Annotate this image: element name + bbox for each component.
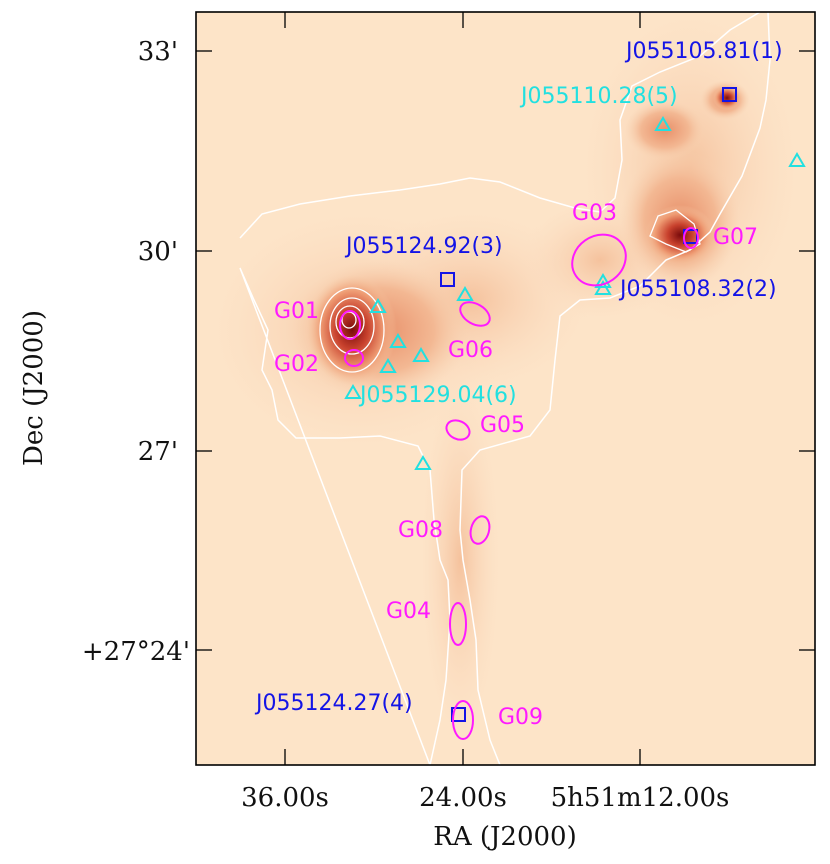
x-tick-12s: 5h51m12.00s — [551, 783, 730, 813]
triangle-marker — [654, 116, 672, 131]
square-marker-j1 — [722, 87, 737, 102]
triangle-marker — [379, 358, 397, 373]
ellipse-g02 — [344, 349, 364, 367]
ellipse-g07 — [683, 227, 699, 249]
triangle-marker — [344, 384, 362, 399]
label-g07: G07 — [713, 225, 758, 250]
ellipse-g04 — [449, 602, 467, 646]
blue-labels: J055105.81(1) J055124.92(3) J055108.32(2… — [254, 39, 783, 716]
intensity-map — [196, 12, 815, 765]
label-g03: G03 — [572, 201, 617, 226]
y-tick-27: 27' — [138, 437, 178, 467]
label-j055124-27: J055124.27(4) — [254, 691, 413, 716]
ellipse-g09 — [452, 700, 474, 740]
label-j055124-92: J055124.92(3) — [344, 234, 503, 259]
label-j055129-04: J055129.04(6) — [358, 383, 517, 408]
plot-frame — [195, 11, 816, 766]
contour-core-1 — [319, 287, 385, 373]
label-g02: G02 — [274, 352, 319, 377]
triangle-marker — [369, 298, 387, 313]
x-tick-24s: 24.00s — [419, 783, 507, 813]
ellipse-g03 — [571, 233, 627, 287]
ellipse-g08 — [469, 515, 491, 545]
ellipse-g06 — [459, 301, 491, 327]
triangle-marker — [414, 455, 432, 470]
triangle-marker — [788, 152, 806, 167]
label-j055108-32: J055108.32(2) — [618, 277, 777, 302]
label-g06: G06 — [448, 338, 493, 363]
y-tick-33: 33' — [138, 37, 178, 67]
triangle-marker — [594, 280, 612, 295]
tick-marks — [196, 12, 815, 765]
square-marker-j4 — [451, 707, 466, 722]
triangle-marker — [594, 273, 612, 288]
label-j055110-28: J055110.28(5) — [519, 84, 678, 109]
magenta-ellipse-markers — [339, 227, 699, 740]
magenta-labels: G01 G02 G03 G04 G05 G06 G07 G08 G09 — [274, 201, 758, 730]
y-tick-30: 30' — [138, 237, 178, 267]
y-axis-label: Dec (J2000) — [19, 310, 49, 466]
label-g08: G08 — [398, 518, 443, 543]
ellipse-g01 — [339, 310, 361, 340]
square-marker-j3 — [440, 272, 455, 287]
label-g09: G09 — [498, 705, 543, 730]
triangle-marker — [456, 286, 474, 301]
triangle-marker — [389, 333, 407, 348]
y-tick-24: +27°24' — [82, 637, 190, 667]
contour-core-2 — [329, 297, 375, 355]
cyan-labels: J055110.28(5) J055129.04(6) — [358, 84, 678, 408]
label-g04: G04 — [386, 599, 431, 624]
cyan-triangle-markers — [344, 116, 806, 470]
ellipse-g05 — [445, 419, 471, 441]
x-tick-36s: 36.00s — [241, 783, 329, 813]
label-g05: G05 — [480, 413, 525, 438]
label-j055105-81: J055105.81(1) — [624, 39, 783, 64]
label-g01: G01 — [274, 299, 319, 324]
x-axis-label: RA (J2000) — [433, 822, 577, 852]
triangle-marker — [412, 347, 430, 362]
